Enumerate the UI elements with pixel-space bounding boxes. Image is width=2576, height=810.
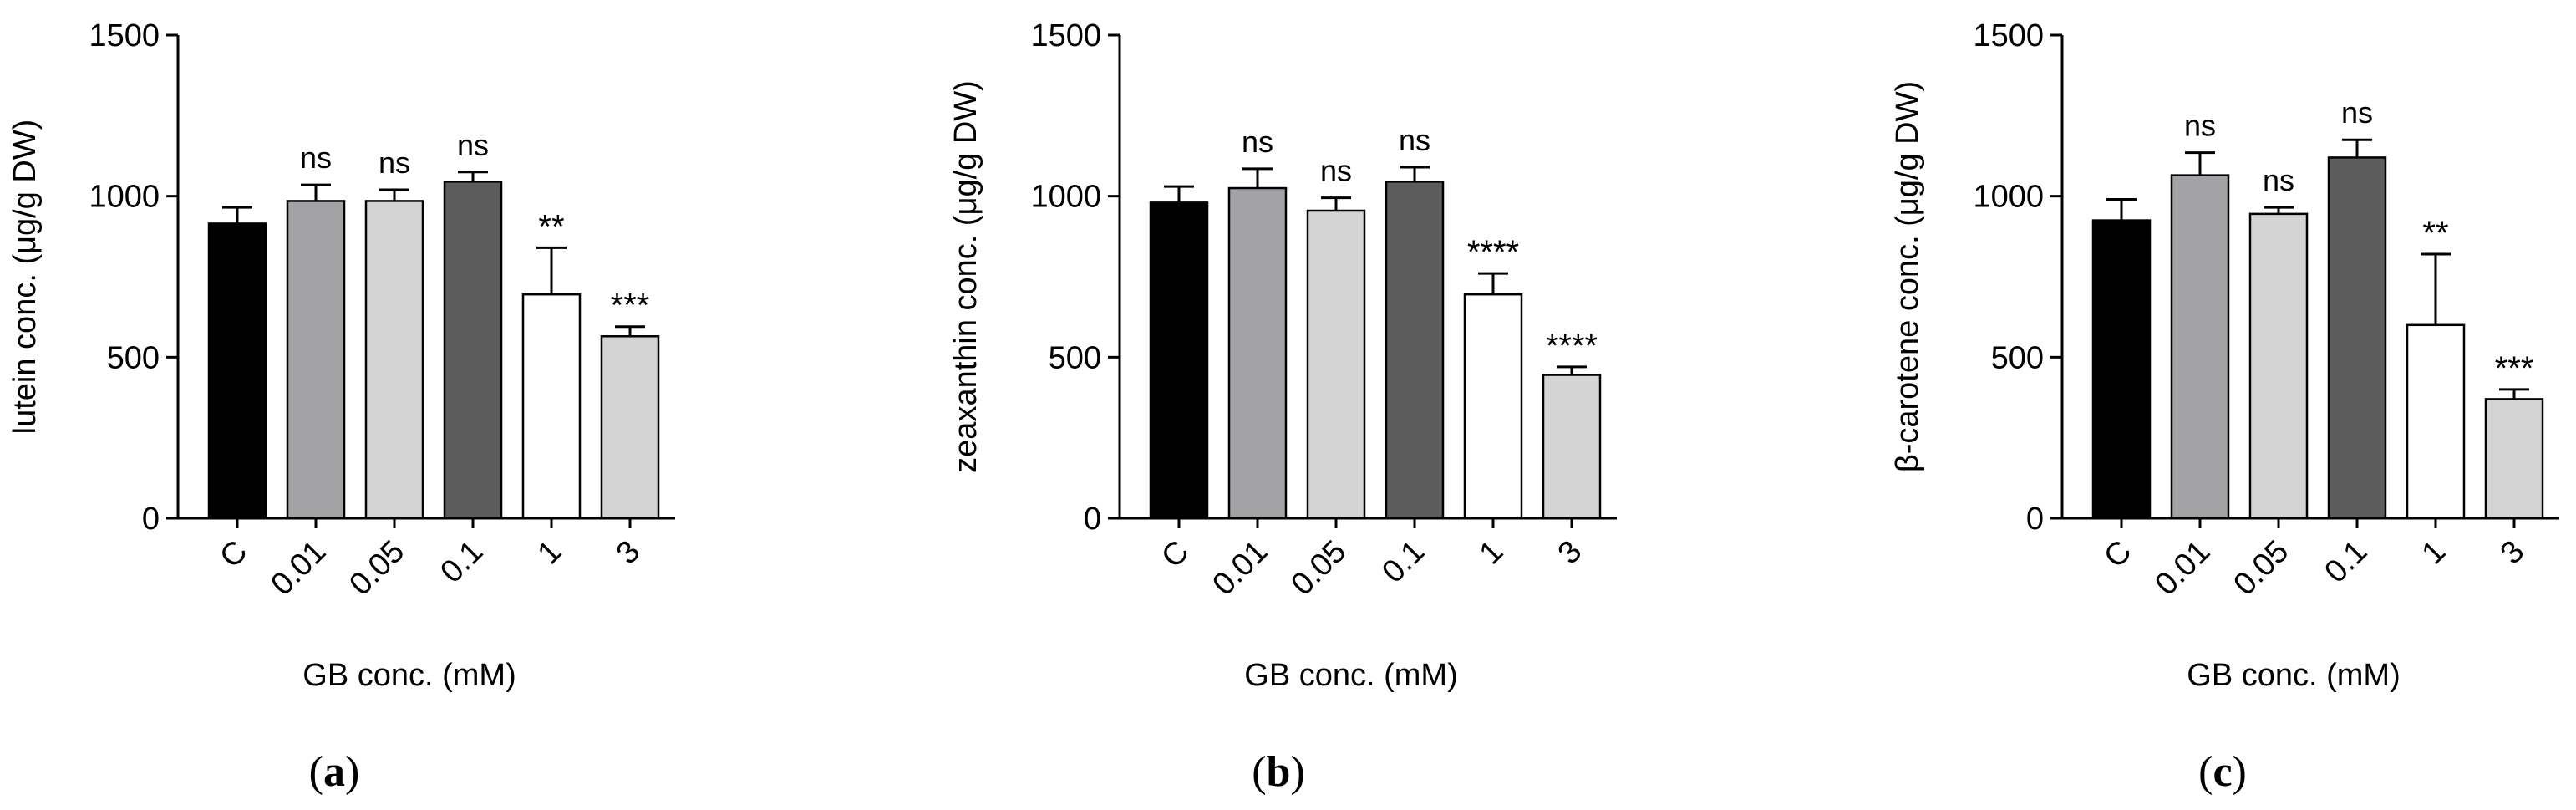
y-tick-label: 0 [142,502,160,537]
significance-label: ns [1399,123,1430,157]
y-tick-label: 1500 [1030,18,1101,53]
x-axis-label: GB conc. (mM) [1244,658,1457,693]
y-tick-label: 500 [1049,340,1101,375]
bar [2170,174,2230,520]
bar [1227,186,1288,520]
bar [2091,219,2152,520]
panel-label-open-paren: ( [2198,748,2213,796]
y-tick-label: 1500 [1973,18,2044,53]
x-tick-label: 0.1 [2318,534,2374,590]
x-tick-label: 0.01 [1206,534,1274,603]
bar [521,293,582,520]
significance-label: **** [1467,234,1519,271]
x-tick-label: 0.05 [2227,534,2295,603]
x-tick-label: 0.05 [1284,534,1353,603]
x-tick-label: 3 [610,534,648,572]
bar [600,335,660,520]
bar [207,222,267,520]
significance-label: *** [2495,350,2534,387]
chart-panel-c: 0 500 1000 1500 β-carotene conc. (μg/g DW) Cn… [1890,18,2559,796]
x-tick-label: 3 [2494,534,2532,572]
bar [2248,212,2309,520]
y-tick-label: 0 [2026,502,2044,537]
x-tick-label: 1 [531,534,569,572]
significance-label: ns [300,140,332,175]
y-tick-label: 500 [107,340,160,375]
panel-label: (c) [2198,748,2247,796]
x-tick-label: 0.01 [264,534,333,603]
panel-label-close-paren: ) [345,748,359,796]
significance-label: ns [1242,125,1273,159]
significance-label: ns [2341,95,2373,130]
significance-label: **** [1546,328,1598,364]
x-tick-label: 0.01 [2148,534,2217,603]
y-tick-label: 1000 [1973,180,2044,215]
bar [1463,293,1523,520]
bar [2484,398,2544,520]
bar [2327,156,2387,520]
chart-panel-b: 0 500 1000 1500 zeaxanthin conc. (μg/g DW) Cn… [948,18,1617,796]
significance-label: ns [379,145,410,180]
significance-label: ** [2422,215,2448,252]
panel-label-open-paren: ( [309,748,323,796]
panel-label-close-paren: ) [2233,748,2247,796]
panel-label-letter: a [323,748,345,796]
x-tick-label: 0.1 [1375,534,1431,590]
x-tick-label: 0.05 [343,534,411,603]
bar [1306,209,1366,520]
x-axis-label: GB conc. (mM) [2187,658,2400,693]
x-tick-label: C [1155,534,1196,575]
bar [2406,323,2466,520]
x-axis-label: GB conc. (mM) [302,658,516,693]
significance-label: *** [611,288,650,324]
panel-label-letter: c [2213,748,2232,796]
panel-label-close-paren: ) [1290,748,1304,796]
bar [364,200,424,520]
significance-label: ns [2263,163,2294,197]
x-tick-label: 0.1 [434,534,490,590]
x-tick-label: 1 [2416,534,2453,572]
bar [1542,374,1602,520]
y-tick-label: 1000 [89,180,160,215]
panel-label-letter: b [1267,748,1291,796]
panel-label: (a) [309,748,360,796]
significance-label: ** [538,208,564,245]
x-tick-label: 3 [1552,534,1589,572]
y-tick-label: 0 [1084,502,1101,537]
y-axis-label: lutein conc. (μg/g DW) [8,120,43,435]
bar [443,181,503,520]
y-axis-label: zeaxanthin conc. (μg/g DW) [948,80,983,473]
significance-label: ns [457,128,489,162]
x-tick-label: C [2097,534,2138,575]
panel-label: (b) [1252,748,1305,796]
significance-label: ns [2184,109,2216,143]
bar [1149,201,1209,520]
bar [286,200,346,520]
x-tick-label: 1 [1473,534,1511,572]
y-axis-label: β-carotene conc. (μg/g DW) [1890,81,1925,472]
significance-label: ns [1320,154,1352,188]
y-tick-label: 1000 [1030,180,1101,215]
x-tick-label: C [213,534,254,575]
bar [1385,181,1445,520]
panel-label-open-paren: ( [1252,748,1266,796]
y-tick-label: 500 [1991,340,2044,375]
chart-panel-a: 0 500 1000 1500 lutein conc. (μg/g DW) Cns 0.0… [8,18,675,796]
y-tick-label: 1500 [89,18,160,53]
